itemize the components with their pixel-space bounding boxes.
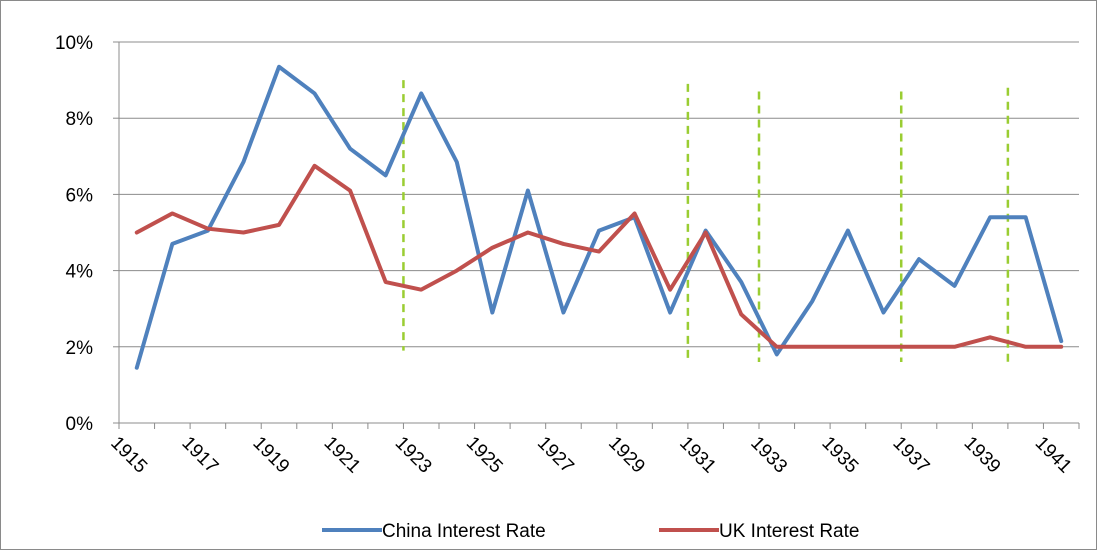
event-markers (402, 80, 1010, 363)
x-tick-label: 1929 (604, 433, 649, 478)
x-tick-label: 1921 (320, 433, 365, 478)
x-tick-label: 1923 (391, 433, 436, 478)
x-axis-tick-labels: 1915 1917 1919 1921 1923 1925 1927 1929 1931 1933… (106, 433, 1075, 478)
x-tick-label: 1937 (889, 433, 934, 478)
uk-interest-rate-line (134, 163, 1064, 349)
x-tick-label-group: 1931 (675, 433, 720, 478)
y-tick-label: 0% (66, 414, 94, 435)
x-tick-label: 1927 (533, 433, 578, 478)
y-tick-label: 4% (66, 262, 94, 283)
x-tick-label: 1915 (106, 433, 151, 478)
x-tick-label: 1935 (817, 433, 862, 478)
x-tick-label-group: 1933 (746, 433, 791, 478)
x-tick-label-group: 1937 (889, 433, 934, 478)
x-tick-label-group: 1929 (604, 433, 649, 478)
x-tick-label: 1933 (746, 433, 791, 478)
x-tick-label-group: 1925 (462, 433, 507, 478)
legend-label: China Interest Rate (382, 521, 546, 542)
x-tick-label-group: 1917 (177, 433, 222, 478)
x-tick-label-group: 1941 (1031, 433, 1076, 478)
x-tick-label-group: 1921 (320, 433, 365, 478)
series-lines (134, 64, 1064, 370)
y-axis-tick-labels: 0% 2% 4% 6% 8% 10% (55, 33, 93, 435)
x-tick-label: 1917 (177, 433, 222, 478)
x-tick-label: 1941 (1031, 433, 1076, 478)
x-tick-label-group: 1939 (960, 433, 1005, 478)
y-tick-label: 10% (55, 33, 93, 54)
x-tick-label-group: 1935 (817, 433, 862, 478)
x-tick-label-group: 1923 (391, 433, 436, 478)
y-tick-label: 2% (66, 338, 94, 359)
x-tick-label-group: 1927 (533, 433, 578, 478)
x-tick-label: 1919 (249, 433, 294, 478)
x-tick-label-group: 1919 (249, 433, 294, 478)
china-interest-rate-line (134, 64, 1064, 370)
y-tick-label: 6% (66, 185, 94, 206)
y-tick-label: 8% (66, 109, 94, 130)
gridlines (119, 41, 1079, 348)
x-tick-label: 1939 (960, 433, 1005, 478)
x-tick-label: 1931 (675, 433, 720, 478)
x-tick-label: 1925 (462, 433, 507, 478)
legend-label: UK Interest Rate (719, 521, 859, 542)
x-tick-label-group: 1915 (106, 433, 151, 478)
axes (113, 41, 1080, 429)
legend: China Interest Rate UK Interest Rate (322, 521, 859, 542)
